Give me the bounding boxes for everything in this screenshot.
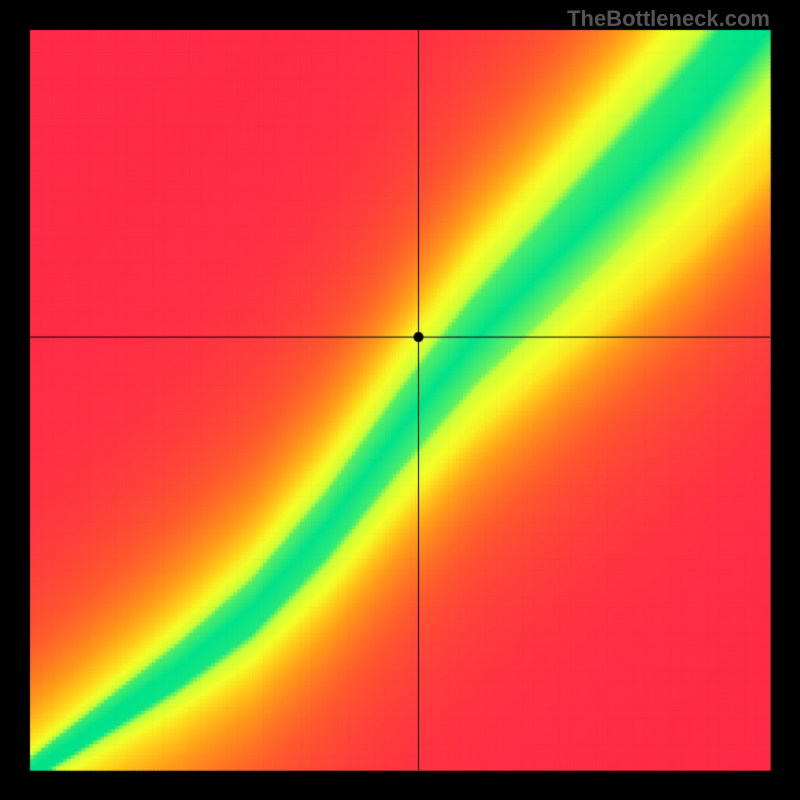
- chart-container: TheBottleneck.com: [0, 0, 800, 800]
- watermark-text: TheBottleneck.com: [567, 6, 770, 32]
- bottleneck-heatmap: [0, 0, 800, 800]
